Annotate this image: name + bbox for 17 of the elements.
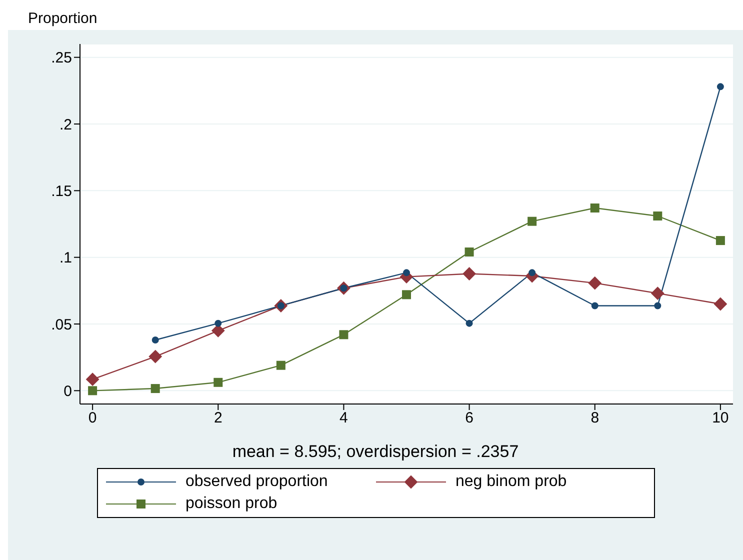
x-axis-title: mean = 8.595; overdispersion = .2357 [231,442,520,462]
x-tick-label: 4 [340,410,348,427]
y-axis-title: Proportion [28,10,98,27]
x-tick-label: 10 [712,410,729,427]
x-tick-label: 2 [214,410,222,427]
y-tick-label: .25 [51,50,72,67]
y-tick-label: .05 [51,316,72,334]
legend-label: poisson prob [186,495,278,513]
legend-label: observed proportion [186,473,328,491]
x-tick-label: 0 [88,410,97,427]
x-tick-label: 6 [465,410,474,427]
y-tick-label: .1 [59,250,72,267]
y-tick-label: 0 [64,382,72,400]
x-tick-label: 8 [590,410,600,427]
y-tick-label: .2 [59,116,72,134]
y-tick-label: .15 [51,182,72,200]
legend-label: neg binom prob [456,473,567,491]
